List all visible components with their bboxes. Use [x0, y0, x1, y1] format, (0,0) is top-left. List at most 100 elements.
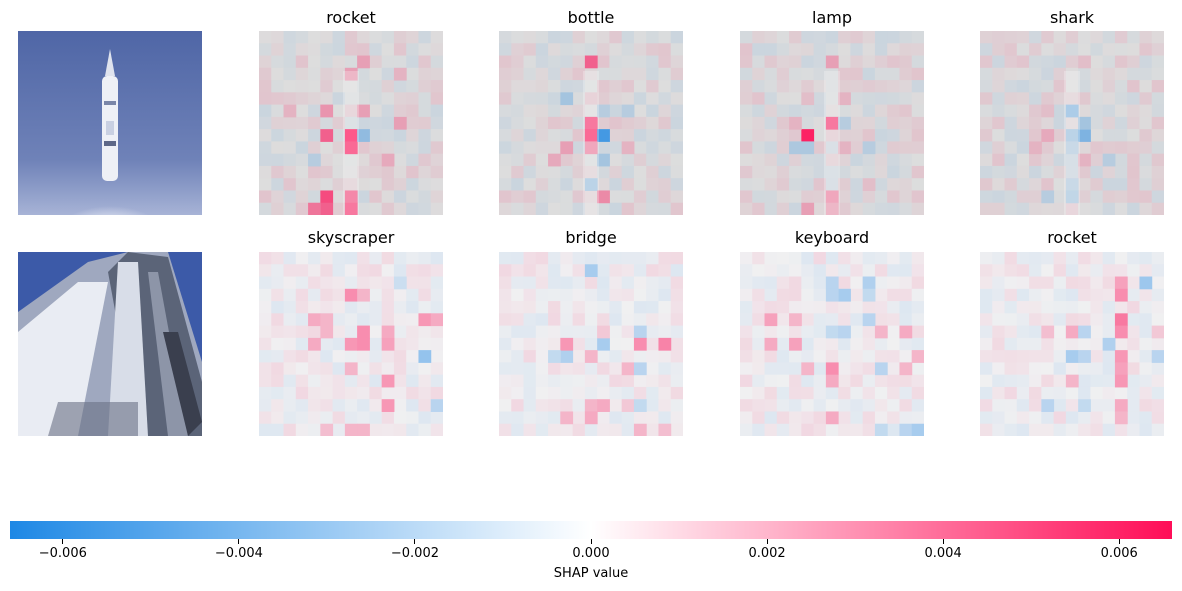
heatmap-cell [776, 252, 790, 265]
heatmap-cell [369, 31, 383, 44]
heatmap-cell [911, 80, 924, 93]
heatmap-cell [789, 129, 802, 142]
heatmap-cell [1139, 202, 1153, 215]
heatmap-cell [271, 141, 285, 155]
heatmap-cell [776, 288, 790, 302]
heatmap-cell [1114, 386, 1128, 400]
heatmap-cell [1139, 411, 1153, 425]
heatmap-cell [1029, 411, 1042, 425]
heatmap-cell [1090, 43, 1104, 57]
heatmap-cell [658, 165, 672, 179]
heatmap-cell [789, 264, 802, 278]
heatmap-cell [899, 92, 913, 106]
heatmap-cell [764, 399, 778, 412]
heatmap-cell [621, 178, 635, 191]
heatmap-cell [560, 190, 574, 204]
heatmap-cell [1078, 423, 1091, 436]
heatmap-cell [381, 104, 395, 118]
heatmap-cell [499, 288, 512, 302]
heatmap-cell [670, 55, 683, 69]
heatmap-cell [776, 313, 790, 327]
heatmap-cell [646, 153, 659, 167]
heatmap-cell [621, 362, 635, 376]
heatmap-cell [295, 55, 309, 69]
colorbar-tick-label: −0.002 [390, 546, 439, 561]
heatmap-cell [406, 362, 419, 376]
heatmap-cell [1053, 153, 1067, 167]
heatmap-cell [838, 55, 851, 69]
heatmap-cell [344, 92, 358, 106]
heatmap-cell [406, 129, 419, 142]
heatmap-cell [838, 92, 851, 106]
heatmap-cell [1016, 43, 1030, 57]
heatmap-cell [1139, 129, 1153, 142]
heatmap-cell [320, 350, 334, 363]
heatmap-cell [658, 55, 672, 69]
heatmap-cell [1016, 423, 1030, 436]
heatmap-cell [1041, 67, 1055, 81]
heatmap-cell [535, 190, 549, 204]
heatmap-cell [1090, 350, 1104, 363]
heatmap-cell [1114, 301, 1128, 314]
heatmap-cell [393, 67, 407, 81]
heatmap-cell [283, 153, 297, 167]
heatmap-cell [764, 67, 778, 81]
heatmap-cell [764, 153, 778, 167]
heatmap-cell [308, 423, 321, 436]
heatmap-cell [1065, 178, 1079, 191]
heatmap-cell [548, 288, 561, 302]
heatmap-cell [393, 252, 407, 265]
heatmap-cell [1016, 104, 1030, 118]
heatmap-cell [621, 399, 635, 412]
heatmap-cell [393, 264, 407, 278]
heatmap-cell [1041, 325, 1055, 339]
heatmap-cell [523, 362, 537, 376]
heatmap-cell [789, 141, 802, 155]
heatmap-cell [1151, 411, 1164, 425]
heatmap-cell [1053, 80, 1067, 93]
colorbar-tick-label: 0.004 [924, 546, 962, 561]
heatmap-cell [548, 116, 561, 130]
heatmap-cell [572, 202, 586, 215]
heatmap-cell [344, 288, 358, 302]
heatmap-cell [1102, 399, 1116, 412]
heatmap-cell [283, 252, 297, 265]
heatmap-cell [511, 129, 525, 142]
heatmap-cell [633, 129, 647, 142]
heatmap-cell [584, 92, 598, 106]
heatmap-cell [1078, 325, 1091, 339]
heatmap-cell [332, 153, 346, 167]
heatmap-cell [548, 264, 561, 278]
heatmap-cell [1090, 202, 1104, 215]
heatmap-cell [980, 264, 993, 278]
heatmap-cell [887, 202, 900, 215]
heatmap-cell [271, 288, 285, 302]
heatmap-cell [535, 165, 549, 179]
heatmap-cell [1065, 374, 1079, 388]
heatmap-cell [740, 67, 753, 81]
heatmap-cell [862, 80, 876, 93]
heatmap-cell [899, 116, 913, 130]
heatmap-cell [381, 313, 395, 327]
heatmap-cell [740, 129, 753, 142]
heatmap-cell [1016, 288, 1030, 302]
heatmap-cell [1004, 313, 1018, 327]
heatmap-cell [560, 116, 574, 130]
heatmap-cell [764, 411, 778, 425]
heatmap-cell [357, 178, 370, 191]
heatmap-cell [1127, 31, 1140, 44]
heatmap-cell [430, 104, 443, 118]
heatmap-cell [1041, 190, 1055, 204]
heatmap-cell [572, 67, 586, 81]
heatmap-cell [801, 92, 815, 106]
heatmap-cell [764, 301, 778, 314]
heatmap-cell [776, 190, 790, 204]
heatmap-cell [764, 288, 778, 302]
heatmap-cell [899, 129, 913, 142]
heatmap-cell [838, 202, 851, 215]
heatmap-cell [862, 362, 876, 376]
heatmap-cell [740, 337, 753, 351]
heatmap-cell [1029, 104, 1042, 118]
heatmap-cell [584, 129, 598, 142]
heatmap-cell [887, 165, 900, 179]
